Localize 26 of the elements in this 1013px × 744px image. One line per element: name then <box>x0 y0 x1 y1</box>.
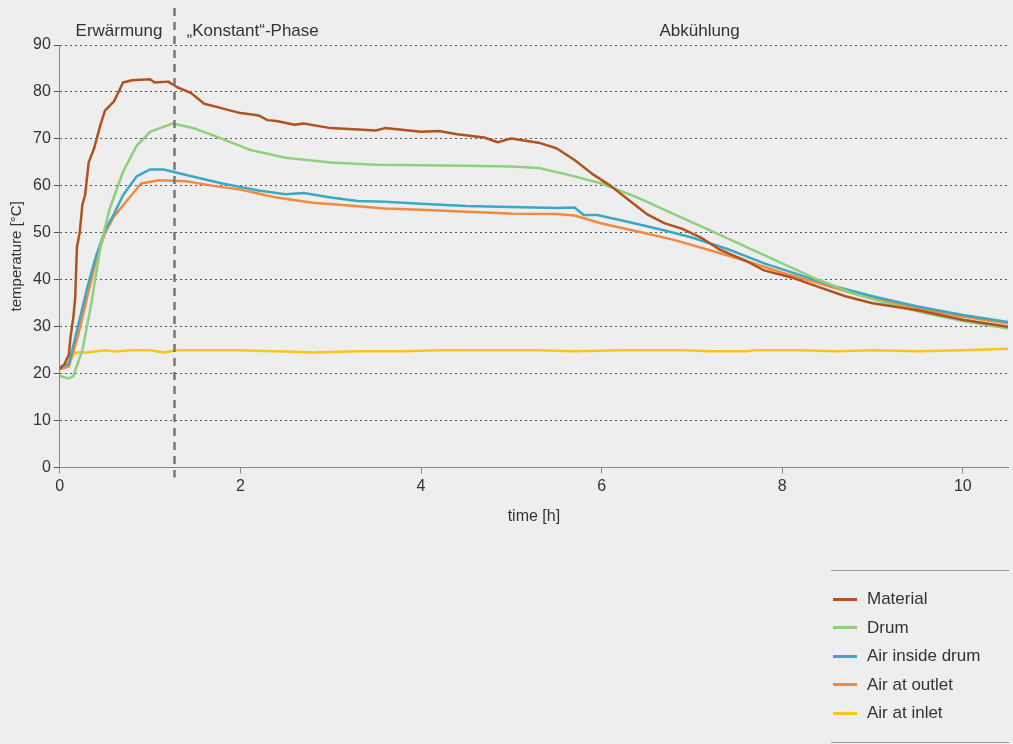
legend-label: Drum <box>867 617 909 638</box>
x-tick-label: 0 <box>55 476 65 494</box>
y-tick-label: 70 <box>33 129 51 147</box>
text: Abkühlung <box>659 20 740 40</box>
y-tick-label: 90 <box>33 35 51 53</box>
x-axis-title: time [h] <box>507 506 561 524</box>
x-tick-label: 6 <box>597 476 607 494</box>
y-tick-label: 60 <box>33 176 51 194</box>
x-tick-label: 4 <box>416 476 426 494</box>
legend-label: Air inside drum <box>867 646 981 667</box>
y-tick-label: 40 <box>33 270 51 288</box>
y-tick-label: 20 <box>33 364 51 382</box>
text: „Konstant“-Phase <box>186 20 319 40</box>
y-axis-title: temperature [°C] <box>7 201 25 312</box>
x-tick-label: 2 <box>235 476 245 494</box>
legend-label: Material <box>867 589 928 610</box>
text: Erwärmung <box>75 20 163 40</box>
x-tick-label: 8 <box>777 476 787 494</box>
y-tick-label: 10 <box>33 411 51 429</box>
y-tick-label: 80 <box>33 82 51 100</box>
x-tick-label: 10 <box>953 476 972 494</box>
y-tick-label: 0 <box>41 458 51 476</box>
y-tick-label: 30 <box>33 317 51 335</box>
legend-label: Air at inlet <box>867 703 943 724</box>
legend-label: Air at outlet <box>867 674 953 695</box>
y-tick-label: 50 <box>33 223 51 241</box>
